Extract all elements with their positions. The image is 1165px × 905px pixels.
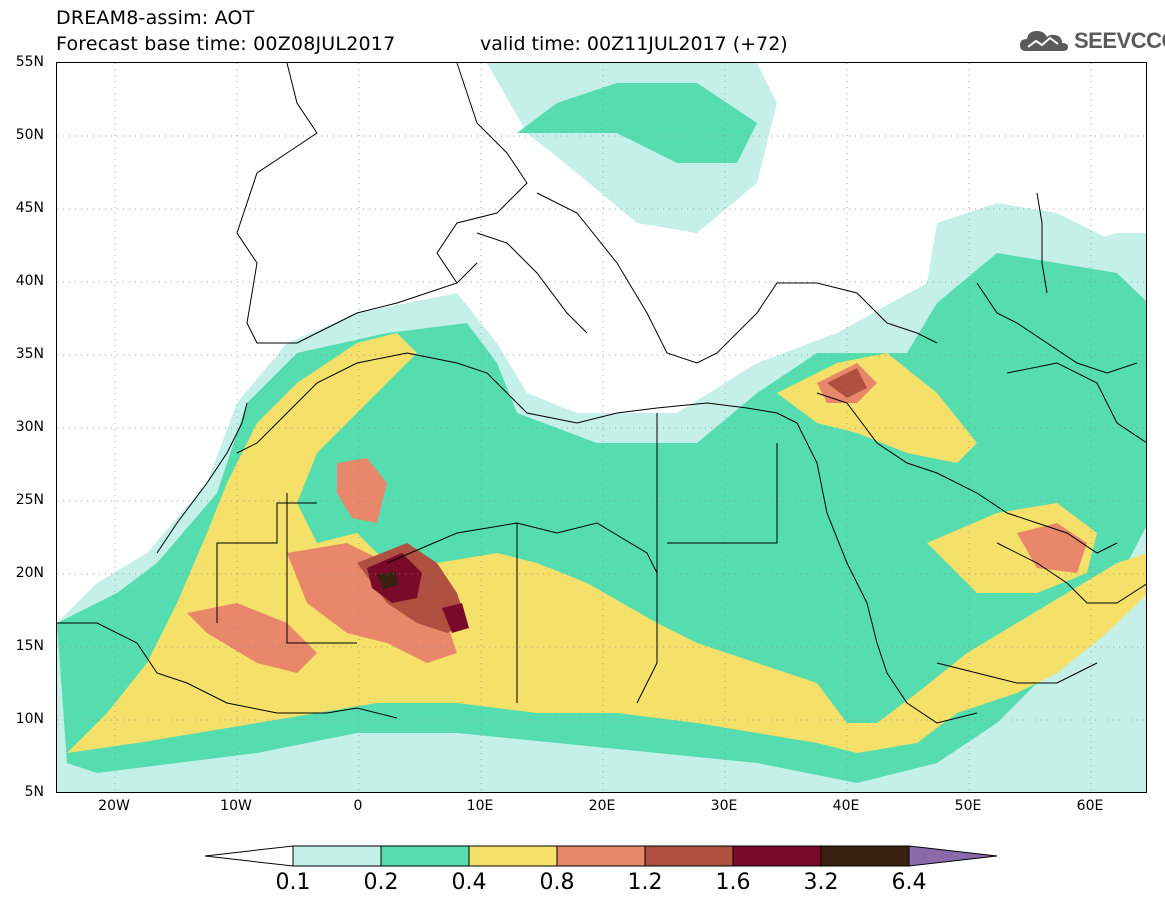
- lon-label-0: 0: [353, 798, 363, 814]
- colorbar-label-1-2: 1.2: [627, 870, 663, 895]
- cloud-icon: [1020, 31, 1068, 51]
- lat-label-45n: 45N: [15, 200, 44, 216]
- lon-label-10w: 10W: [220, 798, 252, 814]
- colorbar-segment-0-2: [380, 845, 470, 867]
- colorbar-label-3-2: 3.2: [803, 870, 839, 895]
- lat-label-25n: 25N: [15, 492, 44, 508]
- colorbar: [205, 845, 998, 867]
- lat-label-30n: 30N: [15, 419, 44, 435]
- colorbar-segment-1-6: [732, 845, 822, 867]
- lat-label-5n: 5N: [24, 784, 44, 800]
- colorbar-segment-0-4: [468, 845, 558, 867]
- colorbar-label-0-2: 0.2: [363, 870, 399, 895]
- aot-level-3-2-area: [377, 571, 399, 589]
- colorbar-segment-below: [205, 845, 294, 867]
- lat-label-40n: 40N: [15, 273, 44, 289]
- lon-label-50e: 50E: [954, 798, 982, 814]
- colorbar-label-6-4: 6.4: [891, 870, 927, 895]
- seevccc-logo: SEEVCCC: [1018, 25, 1165, 57]
- colorbar-segment-0-8: [556, 845, 646, 867]
- lon-label-20w: 20W: [98, 798, 130, 814]
- colorbar-segment-1-2: [644, 845, 734, 867]
- colorbar-label-1-6: 1.6: [715, 870, 751, 895]
- colorbar-segment-0-1: [292, 845, 382, 867]
- colorbar-label-0-1: 0.1: [275, 870, 311, 895]
- lon-label-40e: 40E: [832, 798, 860, 814]
- aot-map: [56, 62, 1147, 793]
- coastlines-borders: [57, 63, 1146, 724]
- lat-label-50n: 50N: [15, 127, 44, 143]
- lat-label-20n: 20N: [15, 565, 44, 581]
- lat-label-15n: 15N: [15, 638, 44, 654]
- map-canvas: [57, 63, 1146, 792]
- forecast-base-time: Forecast base time: 00Z08JUL2017: [56, 33, 396, 55]
- lat-label-10n: 10N: [15, 711, 44, 727]
- valid-time: valid time: 00Z11JUL2017 (+72): [480, 33, 788, 55]
- lon-label-20e: 20E: [588, 798, 616, 814]
- colorbar-segment-3-2: [820, 845, 910, 867]
- lat-label-55n: 55N: [15, 54, 44, 70]
- lon-label-60e: 60E: [1076, 798, 1104, 814]
- lat-label-35n: 35N: [15, 346, 44, 362]
- map-title: DREAM8-assim: AOT: [56, 7, 255, 29]
- colorbar-segment-above: [908, 845, 998, 867]
- logo-text: SEEVCCC: [1074, 28, 1165, 53]
- lon-label-30e: 30E: [710, 798, 738, 814]
- lon-label-10e: 10E: [466, 798, 494, 814]
- aot-level-0-8-area: [187, 363, 1087, 673]
- colorbar-label-0-4: 0.4: [451, 870, 487, 895]
- colorbar-label-0-8: 0.8: [539, 870, 575, 895]
